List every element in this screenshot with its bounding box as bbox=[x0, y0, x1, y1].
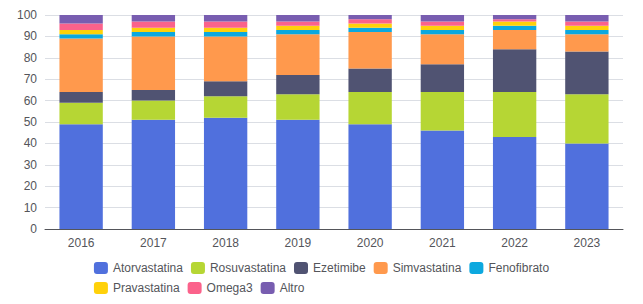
svg-text:80: 80 bbox=[24, 51, 38, 65]
svg-text:Fenofibrato: Fenofibrato bbox=[488, 261, 549, 275]
svg-text:Rosuvastatina: Rosuvastatina bbox=[210, 261, 286, 275]
svg-text:2017: 2017 bbox=[140, 236, 167, 250]
svg-text:2020: 2020 bbox=[357, 236, 384, 250]
svg-text:50: 50 bbox=[24, 115, 38, 129]
svg-text:2022: 2022 bbox=[501, 236, 528, 250]
svg-text:60: 60 bbox=[24, 94, 38, 108]
svg-text:0: 0 bbox=[30, 222, 37, 236]
svg-text:70: 70 bbox=[24, 72, 38, 86]
svg-text:90: 90 bbox=[24, 29, 38, 43]
svg-text:2018: 2018 bbox=[212, 236, 239, 250]
svg-text:Omega3: Omega3 bbox=[207, 281, 253, 295]
svg-text:Atorvastatina: Atorvastatina bbox=[113, 261, 183, 275]
svg-text:Pravastatina: Pravastatina bbox=[113, 281, 180, 295]
svg-text:2021: 2021 bbox=[429, 236, 456, 250]
svg-text:10: 10 bbox=[24, 201, 38, 215]
svg-text:40: 40 bbox=[24, 136, 38, 150]
svg-text:20: 20 bbox=[24, 179, 38, 193]
svg-text:Simvastatina: Simvastatina bbox=[393, 261, 462, 275]
svg-text:Ezetimibe: Ezetimibe bbox=[313, 261, 366, 275]
svg-text:2019: 2019 bbox=[285, 236, 312, 250]
svg-text:100: 100 bbox=[17, 8, 37, 22]
svg-text:2016: 2016 bbox=[68, 236, 95, 250]
svg-text:30: 30 bbox=[24, 158, 38, 172]
svg-text:Altro: Altro bbox=[280, 281, 305, 295]
svg-text:2023: 2023 bbox=[574, 236, 601, 250]
